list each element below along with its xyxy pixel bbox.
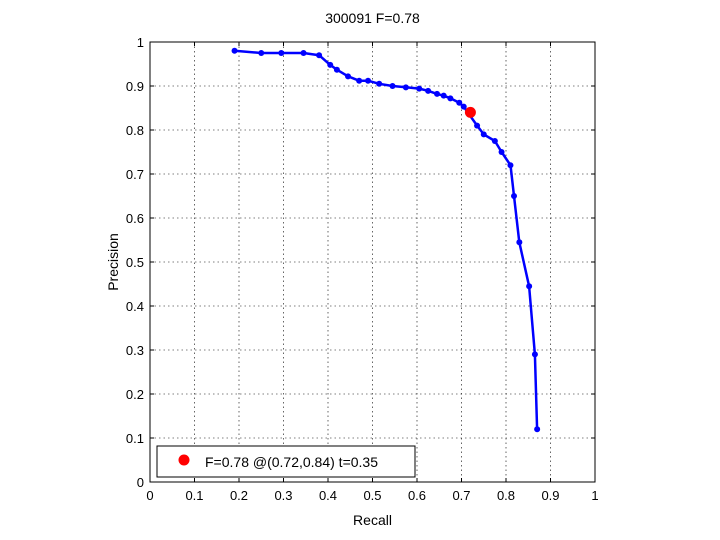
series-point [345, 73, 352, 80]
highlight-point [464, 106, 476, 118]
x-tick-label: 0.2 [230, 488, 248, 503]
series-point [231, 47, 238, 54]
series-point [516, 239, 523, 246]
series-point [456, 99, 463, 106]
series-point [474, 122, 481, 129]
series-point [258, 50, 265, 56]
y-tick-label: 0.9 [126, 79, 144, 94]
series-point [316, 52, 323, 59]
x-tick-label: 0.5 [363, 488, 381, 503]
x-tick-label: 1 [591, 488, 598, 503]
ticks [149, 41, 596, 483]
series-point [480, 131, 487, 138]
series-point [440, 92, 447, 99]
x-tick-label: 0.4 [319, 488, 337, 503]
series-point [491, 138, 498, 144]
y-tick-label: 0.8 [126, 123, 144, 138]
y-tick-label: 0.1 [126, 431, 144, 446]
x-tick-label: 0.8 [497, 488, 515, 503]
legend: F=0.78 @(0.72,0.84) t=0.35 [156, 445, 416, 478]
x-tick-label: 0.3 [274, 488, 292, 503]
series-point [460, 103, 467, 110]
legend-label: F=0.78 @(0.72,0.84) t=0.35 [205, 454, 378, 470]
series-point [425, 87, 432, 94]
x-tick-label: 0.6 [408, 488, 426, 503]
y-axis-title: Precision [105, 233, 121, 291]
series-point [416, 85, 423, 92]
x-tick-label: 0.1 [185, 488, 203, 503]
series-point [333, 66, 340, 73]
y-tick-label: 0.3 [126, 343, 144, 358]
legend-marker [178, 454, 190, 466]
y-tick-label: 0 [137, 475, 144, 490]
y-tick-label: 0.6 [126, 211, 144, 226]
x-tick-label: 0.9 [541, 488, 559, 503]
series-point [327, 61, 334, 68]
series-point [402, 84, 409, 91]
y-tick-label: 0.5 [126, 255, 144, 270]
y-tick-labels: 0 0.1 0.2 0.3 0.4 0.5 0.6 0.7 0.8 0.9 1 [126, 35, 144, 490]
highlight-layer [464, 106, 476, 118]
chart-title: 300091 F=0.78 [325, 10, 420, 26]
series-point [447, 95, 454, 102]
y-tick-label: 0.2 [126, 387, 144, 402]
series-point [300, 50, 307, 56]
series-point [278, 50, 285, 56]
series-point [376, 80, 383, 87]
y-tick-label: 0.7 [126, 167, 144, 182]
series-point [434, 90, 441, 97]
series-point [507, 162, 514, 169]
series-point [389, 83, 396, 89]
y-tick-label: 0.4 [126, 299, 144, 314]
x-tick-labels: 0 0.1 0.2 0.3 0.4 0.5 0.6 0.7 0.8 0.9 1 [146, 488, 598, 503]
grid [150, 42, 595, 482]
series-point [534, 426, 541, 433]
series-point [365, 77, 372, 84]
series-layer [231, 47, 541, 433]
series-point [356, 77, 363, 84]
x-tick-label: 0 [146, 488, 153, 503]
x-tick-label: 0.7 [452, 488, 470, 503]
series-point [511, 193, 518, 199]
series-point [498, 149, 505, 155]
x-axis-title: Recall [353, 512, 392, 528]
y-tick-label: 1 [137, 35, 144, 50]
series-point [526, 283, 533, 290]
series-point [531, 351, 538, 358]
legend-box [156, 445, 416, 478]
